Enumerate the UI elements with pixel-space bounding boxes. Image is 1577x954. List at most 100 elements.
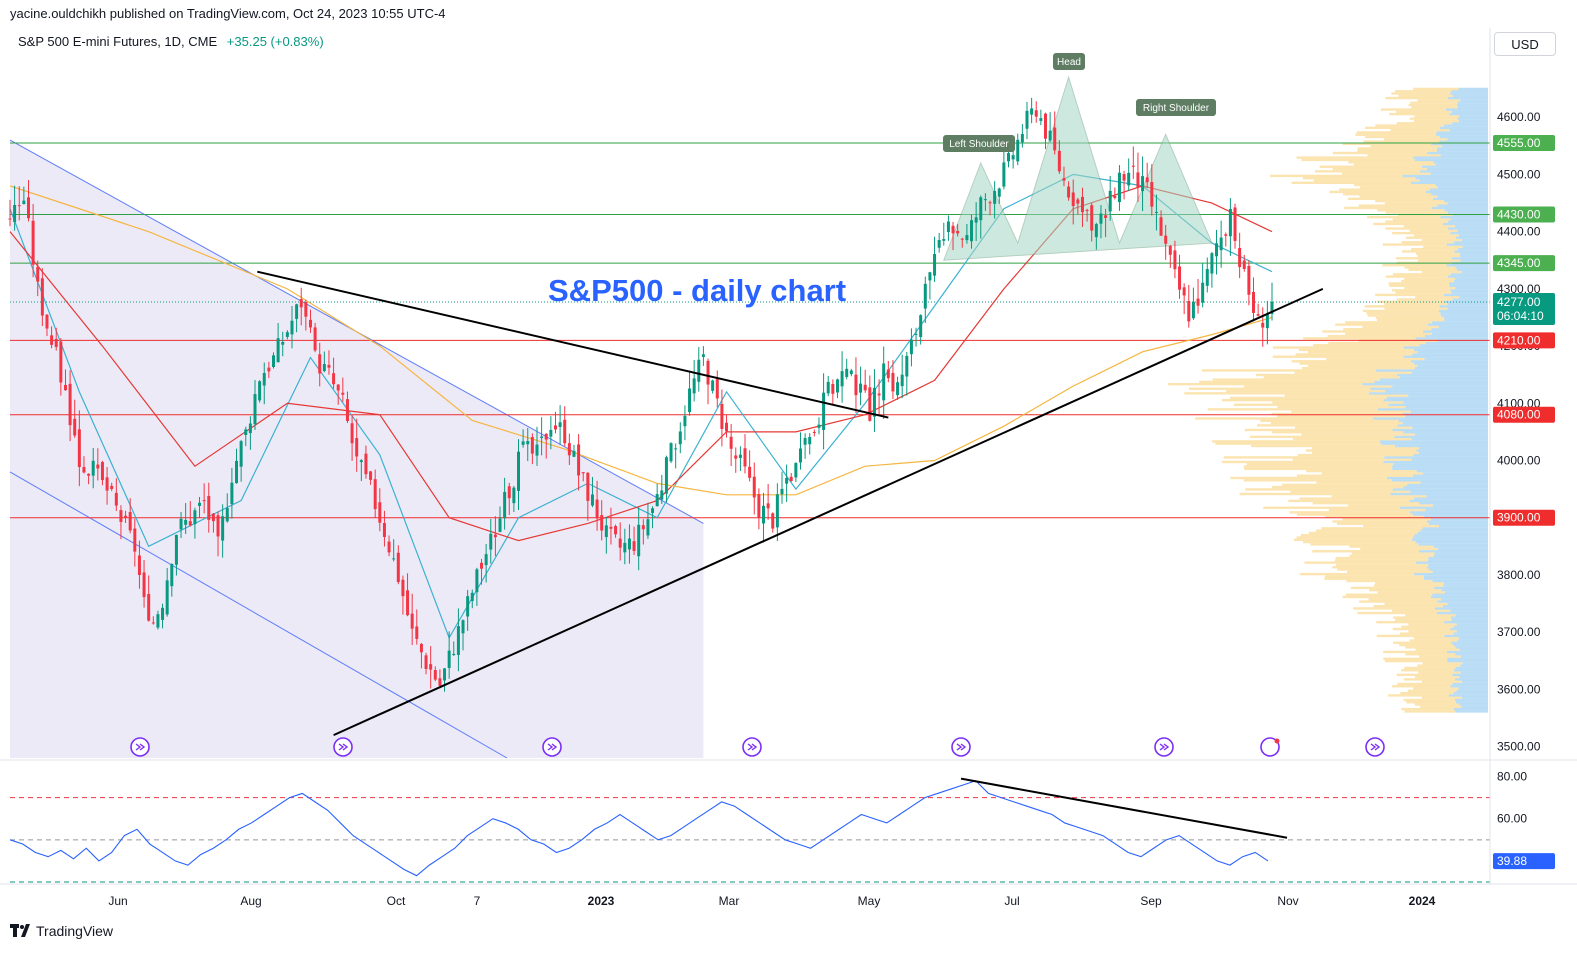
volume-profile-bar: [1456, 630, 1488, 633]
volume-profile-bar: [1430, 172, 1488, 175]
symbol-header[interactable]: S&P 500 E-mini Futures, 1D, CME +35.25 (…: [18, 34, 324, 49]
candle-body: [1145, 177, 1149, 183]
candle-body: [45, 314, 49, 329]
volume-profile-bar: [1459, 703, 1488, 706]
volume-profile-bar: [1271, 412, 1403, 416]
volume-profile-bar: [1460, 254, 1488, 258]
candle-body: [73, 418, 77, 436]
footer-brand[interactable]: TradingView: [10, 923, 113, 939]
candle-body: [401, 579, 405, 597]
volume-profile-bar: [1358, 204, 1438, 207]
volume-profile-bar: [1458, 87, 1488, 91]
volume-profile-bar: [1296, 536, 1413, 539]
volume-profile-bar: [1446, 657, 1488, 660]
currency-button[interactable]: USD: [1494, 32, 1556, 56]
volume-profile-bar: [1447, 211, 1488, 214]
volume-profile-bar: [1450, 231, 1488, 235]
volume-profile-bar: [1336, 522, 1429, 525]
symbol-name[interactable]: S&P 500 E-mini Futures, 1D, CME: [18, 34, 218, 49]
volume-profile-bar: [1291, 181, 1411, 184]
candle-body: [882, 363, 886, 401]
volume-profile-bar: [1424, 334, 1488, 338]
volume-profile-bar: [1376, 318, 1445, 322]
volume-profile-bar: [1299, 572, 1415, 576]
volume-profile-bar: [1393, 641, 1451, 644]
volume-profile-bar: [1447, 302, 1488, 306]
volume-profile-bar: [1421, 680, 1462, 683]
volume-profile-bar: [1392, 467, 1488, 471]
candle-body: [1256, 314, 1260, 316]
volume-profile-bar: [1404, 286, 1456, 290]
volume-profile-bar: [1418, 447, 1488, 450]
candle-body: [577, 444, 581, 476]
volume-profile-bar: [1376, 300, 1445, 303]
volume-profile-bar: [1384, 602, 1448, 606]
candle-body: [752, 476, 756, 498]
candle-body: [757, 494, 761, 518]
candle-body: [484, 554, 488, 566]
candle-body: [443, 668, 447, 681]
volume-profile-bar: [1447, 307, 1488, 310]
chart-title: S&P500 - daily chart: [548, 273, 846, 308]
volume-profile-bar: [1326, 357, 1425, 361]
volume-profile-bar: [1360, 547, 1438, 551]
candle-body: [660, 490, 664, 500]
volume-profile-bar: [1418, 451, 1488, 455]
volume-profile-bar: [1230, 476, 1387, 480]
volume-profile-bar: [1244, 385, 1393, 388]
time-tick-label: Jun: [108, 894, 127, 908]
time-tick-label: Oct: [387, 894, 406, 908]
volume-profile-bar: [1392, 627, 1451, 631]
candle-body: [91, 460, 95, 476]
volume-profile-bar: [1385, 211, 1448, 214]
time-axis[interactable]: Jun Aug Oct 7 2023 Mar May Jul Sep Nov 2024: [108, 894, 1435, 908]
candle-body: [276, 338, 280, 363]
time-tick-label: 7: [474, 894, 481, 908]
volume-profile-bar: [1435, 183, 1488, 187]
candle-body: [632, 541, 636, 551]
volume-profile-bar: [1383, 657, 1447, 660]
volume-profile-bar: [1230, 396, 1387, 400]
volume-profile-bar: [1410, 360, 1488, 363]
volume-profile-bar: [1439, 135, 1488, 139]
volume-profile-bar: [1422, 330, 1488, 333]
volume-profile-bar: [1431, 206, 1488, 210]
candle-body: [369, 471, 373, 480]
volume-profile-bar: [1432, 579, 1488, 583]
candle-body: [410, 613, 414, 629]
volume-profile-bar: [1322, 330, 1423, 333]
volume-profile-bar: [1412, 156, 1488, 159]
volume-profile-bar: [1385, 227, 1448, 230]
price-axis[interactable]: 3500.00 3600.00 3700.00 3800.00 3900.00 4000.…: [1493, 110, 1555, 754]
volume-profile-bar: [1417, 364, 1488, 368]
volume-profile-bar: [1409, 639, 1458, 642]
candle-body: [202, 500, 206, 502]
volume-profile-bar: [1362, 382, 1488, 386]
volume-profile-bar: [1418, 550, 1488, 553]
volume-profile-bar: [1353, 607, 1436, 610]
volume-profile-bar: [1433, 554, 1488, 558]
candle-body: [748, 466, 752, 478]
volume-profile-bar: [1244, 428, 1393, 432]
volume-profile-bar: [1460, 99, 1488, 102]
volume-profile-bar: [1212, 378, 1380, 381]
volume-profile-bar: [1461, 238, 1488, 242]
volume-profile-bar: [1419, 344, 1488, 347]
volume-profile-bar: [1422, 472, 1488, 475]
volume-profile-bar: [1413, 687, 1459, 690]
volume-profile-bar: [1312, 447, 1419, 450]
candle-body: [1261, 322, 1265, 328]
candle-body: [114, 492, 118, 506]
volume-profile-bar: [1450, 616, 1488, 619]
volume-profile-bar: [1386, 476, 1488, 480]
head-label: Head: [1053, 53, 1085, 70]
time-tick-label: Mar: [719, 894, 740, 908]
head-text: Head: [1057, 57, 1081, 68]
volume-profile-bar: [1394, 444, 1488, 448]
volume-profile-bar: [1415, 337, 1488, 340]
volume-profile-bar: [1462, 270, 1488, 274]
candle-body: [914, 333, 918, 335]
candle-body: [1164, 235, 1168, 244]
candle-body: [697, 359, 701, 382]
candle-body: [1228, 208, 1232, 237]
